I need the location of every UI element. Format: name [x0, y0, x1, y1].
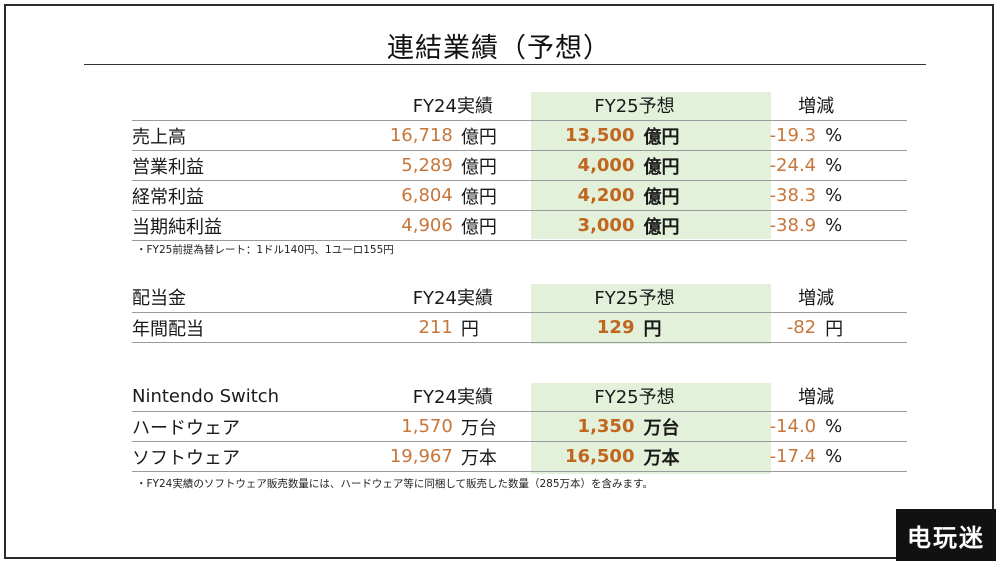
fy24-unit: 億円 [452, 180, 544, 211]
fy25-unit: 万本 [634, 441, 726, 472]
fy25-unit: 万台 [634, 411, 726, 442]
change-unit: % [816, 120, 907, 151]
fy24-unit: 億円 [452, 210, 544, 241]
switch-table: Nintendo Switch FY24実績 FY25予想 増減 ハードウェア … [132, 381, 907, 472]
change-value: -38.3 [725, 180, 817, 211]
row-label: 売上高 [132, 120, 362, 151]
fy24-value: 19,967 [362, 441, 453, 472]
slide: 連結業績（予想） FY24実績 FY25予想 増減 売上高 16,718 億円 … [4, 4, 994, 559]
table-row: ソフトウェア 19,967 万本 16,500 万本 -17.4 % [132, 441, 907, 472]
fy25-value: 3,000 [543, 210, 635, 241]
results-table: FY24実績 FY25予想 増減 売上高 16,718 億円 13,500 億円… [132, 90, 907, 241]
fy24-unit: 万本 [452, 441, 544, 472]
watermark-logo: 电玩迷 [896, 509, 996, 561]
switch-header-row: Nintendo Switch FY24実績 FY25予想 増減 [132, 381, 907, 412]
fy25-unit: 億円 [634, 210, 726, 241]
change-value: -14.0 [725, 411, 817, 442]
change-unit: % [816, 210, 907, 241]
table-row: ハードウェア 1,570 万台 1,350 万台 -14.0 % [132, 411, 907, 442]
fy25-unit: 億円 [634, 180, 726, 211]
header-fy24: FY24実績 [412, 96, 493, 117]
fy24-value: 6,804 [362, 180, 453, 211]
table-row: 売上高 16,718 億円 13,500 億円 -19.3 % [132, 120, 907, 151]
header-change: 増減 [798, 96, 835, 117]
row-label: 当期純利益 [132, 210, 362, 241]
fy25-unit: 円 [634, 312, 726, 343]
dividend-table: 配当金 FY24実績 FY25予想 増減 年間配当 211 円 129 円 -8… [132, 282, 907, 343]
page-title: 連結業績（予想） [387, 33, 611, 64]
change-value: -24.4 [725, 150, 817, 181]
row-label: 営業利益 [132, 150, 362, 181]
switch-section-label: Nintendo Switch [132, 385, 280, 407]
fy24-unit: 億円 [452, 150, 544, 181]
software-note: ・FY24実績のソフトウェア販売数量には、ハードウェア等に同梱して販売した数量（… [136, 478, 653, 490]
change-unit: % [816, 150, 907, 181]
fy25-unit: 億円 [634, 150, 726, 181]
fy24-value: 5,289 [362, 150, 453, 181]
change-unit: % [816, 180, 907, 211]
fy24-value: 211 [362, 312, 453, 343]
change-value: -38.9 [725, 210, 817, 241]
header-fy25: FY25予想 [594, 387, 675, 408]
header-change: 増減 [798, 387, 835, 408]
fy24-unit: 円 [452, 312, 544, 343]
fy24-unit: 億円 [452, 120, 544, 151]
fy24-value: 16,718 [362, 120, 453, 151]
change-value: -82 [725, 312, 817, 343]
table-row: 当期純利益 4,906 億円 3,000 億円 -38.9 % [132, 210, 907, 241]
header-change: 増減 [798, 288, 835, 309]
change-unit: 円 [816, 312, 907, 343]
results-header-label [132, 90, 362, 121]
fy25-value: 4,000 [543, 150, 635, 181]
change-unit: % [816, 441, 907, 472]
row-label: 年間配当 [132, 312, 362, 343]
header-fy24: FY24実績 [412, 288, 493, 309]
fy25-value: 1,350 [543, 411, 635, 442]
row-label: 経常利益 [132, 180, 362, 211]
header-fy24: FY24実績 [412, 387, 493, 408]
change-value: -17.4 [725, 441, 817, 472]
header-fy25: FY25予想 [594, 96, 675, 117]
table-row: 経常利益 6,804 億円 4,200 億円 -38.3 % [132, 180, 907, 211]
fy25-unit: 億円 [634, 120, 726, 151]
table-row: 年間配当 211 円 129 円 -82 円 [132, 312, 907, 343]
exchange-rate-note: ・FY25前提為替レート：1ドル140円、1ユーロ155円 [136, 244, 394, 256]
change-value: -19.3 [725, 120, 817, 151]
row-label: ハードウェア [132, 411, 362, 442]
table-row: 営業利益 5,289 億円 4,000 億円 -24.4 % [132, 150, 907, 181]
fy25-value: 13,500 [543, 120, 635, 151]
row-label: ソフトウェア [132, 441, 362, 472]
fy24-value: 1,570 [362, 411, 453, 442]
fy25-value: 16,500 [543, 441, 635, 472]
fy24-value: 4,906 [362, 210, 453, 241]
dividend-section-label: 配当金 [132, 288, 186, 309]
fy25-value: 129 [543, 312, 635, 343]
header-fy25: FY25予想 [594, 288, 675, 309]
title-divider [84, 64, 926, 65]
fy24-unit: 万台 [452, 411, 544, 442]
change-unit: % [816, 411, 907, 442]
fy25-value: 4,200 [543, 180, 635, 211]
results-header-row: FY24実績 FY25予想 増減 [132, 90, 907, 121]
dividend-header-row: 配当金 FY24実績 FY25予想 増減 [132, 282, 907, 313]
